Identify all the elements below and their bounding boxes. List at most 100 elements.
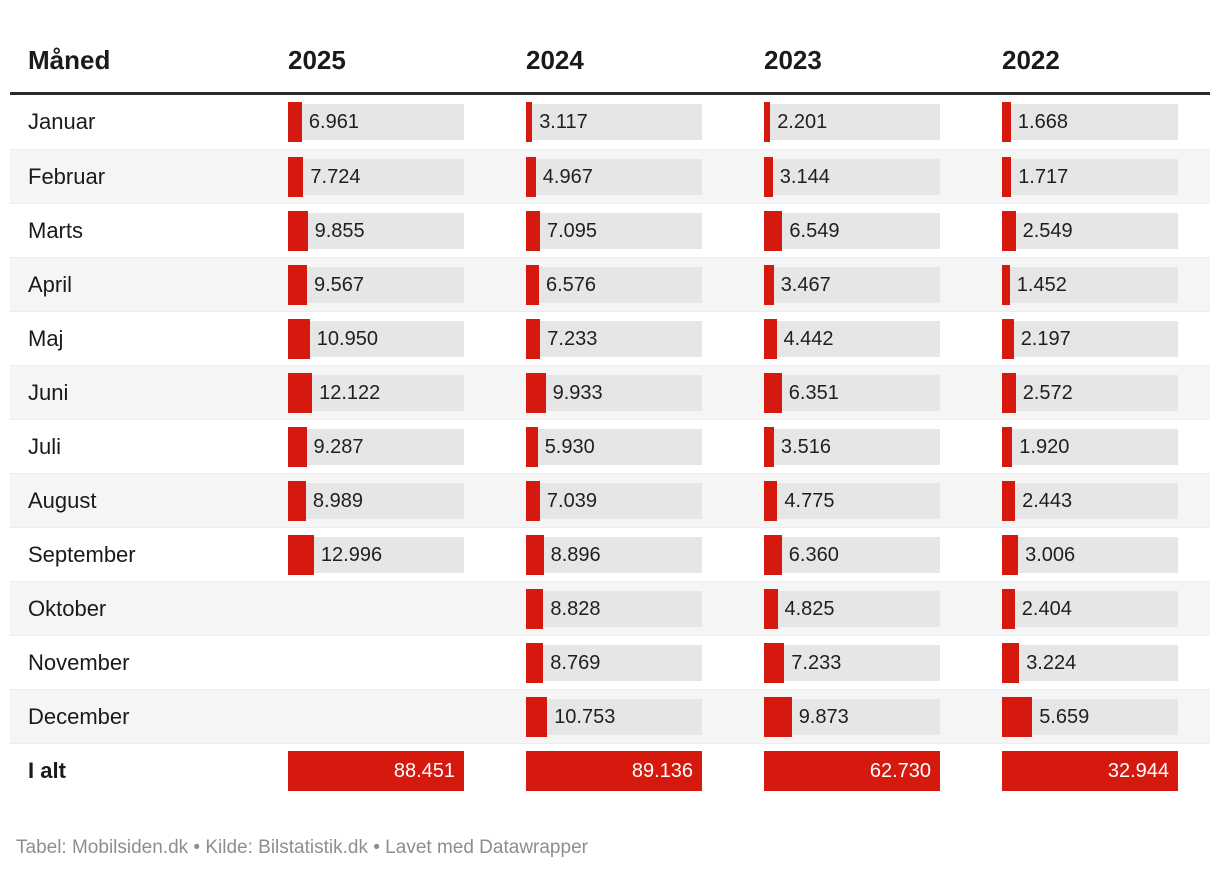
value-label: 2.197 xyxy=(1020,327,1071,350)
table-row: Maj 10.950 7.233 4.442 2.197 xyxy=(10,311,1210,365)
month-label: Marts xyxy=(28,218,83,243)
bar-cell: 2.549 xyxy=(1002,204,1210,258)
value-bar xyxy=(526,481,540,521)
value-bar xyxy=(288,481,306,521)
bar-track: 9.855 xyxy=(288,211,464,251)
bar-cell: 9.873 xyxy=(764,690,1002,744)
value-bar xyxy=(288,427,307,467)
value-bar xyxy=(288,211,308,251)
table-row: December 10.753 9.873 5.659 xyxy=(10,689,1210,743)
value-bar xyxy=(764,589,778,629)
bar-track: 10.753 xyxy=(526,697,702,737)
bar-cell: 9.933 xyxy=(526,366,764,420)
value-bar xyxy=(288,102,302,142)
value-label: 9.873 xyxy=(798,705,849,728)
bar-cell: 12.996 xyxy=(288,528,526,582)
bar-cell: 8.828 xyxy=(526,582,764,636)
bar-cell: 8.896 xyxy=(526,528,764,582)
registration-table: Måned 2025 2024 2023 2022 Januar 6.961 3… xyxy=(10,45,1210,858)
bar-track: 9.933 xyxy=(526,373,702,413)
value-label: 5.930 xyxy=(544,435,595,458)
bar-track: 10.950 xyxy=(288,319,464,359)
bar-cell: 3.516 xyxy=(764,420,1002,474)
bar-cell: 4.967 xyxy=(526,150,764,204)
bar-cell: 10.950 xyxy=(288,312,526,366)
value-label: 10.753 xyxy=(554,705,616,728)
bar-cell: 8.769 xyxy=(526,636,764,690)
bar-cell: 10.753 xyxy=(526,690,764,744)
value-label: 7.095 xyxy=(547,219,598,242)
value-bar xyxy=(764,481,778,521)
bar-track: 1.717 xyxy=(1002,157,1178,197)
bar-track: 2.404 xyxy=(1002,589,1178,629)
value-label: 9.933 xyxy=(552,381,603,404)
value-label: 3.516 xyxy=(780,435,831,458)
value-label: 9.567 xyxy=(314,273,365,296)
value-label: 3.006 xyxy=(1025,543,1076,566)
column-header-2023: 2023 xyxy=(764,45,822,75)
value-label: 7.039 xyxy=(546,489,597,512)
bar-track: 3.006 xyxy=(1002,535,1178,575)
value-bar xyxy=(764,697,792,737)
bar-cell: 9.287 xyxy=(288,420,526,474)
bar-track: 9.567 xyxy=(288,265,464,305)
bar-cell: 3.224 xyxy=(1002,636,1210,690)
total-bar-2023: 62.730 xyxy=(764,751,940,791)
value-bar xyxy=(1002,697,1033,737)
value-bar xyxy=(764,157,773,197)
bar-track: 6.360 xyxy=(764,535,940,575)
bar-track: 5.659 xyxy=(1002,697,1178,737)
bar-track: 2.197 xyxy=(1002,319,1178,359)
table-row: Januar 6.961 3.117 2.201 1.668 xyxy=(10,95,1210,149)
value-bar xyxy=(1002,427,1013,467)
value-bar xyxy=(1002,211,1016,251)
value-label: 3.467 xyxy=(780,273,831,296)
bar-cell: 6.576 xyxy=(526,258,764,312)
table-row: Juli 9.287 5.930 3.516 1.920 xyxy=(10,419,1210,473)
bar-track: 3.117 xyxy=(526,102,702,142)
bar-track: 8.769 xyxy=(526,643,702,683)
column-header-2022: 2022 xyxy=(1002,45,1060,75)
total-cell-2023: 62.730 xyxy=(764,744,1002,798)
total-cell-2022: 32.944 xyxy=(1002,744,1210,798)
value-label: 7.233 xyxy=(547,327,598,350)
value-label: 3.144 xyxy=(779,165,830,188)
value-bar xyxy=(1002,265,1010,305)
month-label: Juni xyxy=(28,380,69,405)
total-cell-2025: 88.451 xyxy=(288,744,526,798)
value-label: 7.724 xyxy=(310,165,361,188)
bar-cell: 3.117 xyxy=(526,95,764,149)
value-bar xyxy=(526,697,548,737)
bar-track: 7.233 xyxy=(526,319,702,359)
value-label: 2.404 xyxy=(1021,597,1072,620)
bar-cell: 2.201 xyxy=(764,95,1002,149)
bar-track: 5.930 xyxy=(526,427,702,467)
value-bar xyxy=(288,319,310,359)
month-label: Oktober xyxy=(28,596,107,621)
bar-cell: 5.659 xyxy=(1002,690,1210,744)
bar-track: 3.516 xyxy=(764,427,940,467)
value-label: 6.360 xyxy=(788,543,839,566)
bar-cell: 9.855 xyxy=(288,204,526,258)
bar-track: 4.442 xyxy=(764,319,940,359)
value-bar xyxy=(764,643,785,683)
value-bar xyxy=(288,535,314,575)
bar-cell: 1.668 xyxy=(1002,95,1210,149)
table-row: September 12.996 8.896 6.360 3.006 xyxy=(10,527,1210,581)
value-bar xyxy=(526,157,536,197)
bar-track: 7.233 xyxy=(764,643,940,683)
bar-track: 4.825 xyxy=(764,589,940,629)
bar-track: 6.576 xyxy=(526,265,702,305)
value-bar xyxy=(526,535,544,575)
value-bar xyxy=(764,102,771,142)
bar-track: 2.443 xyxy=(1002,481,1178,521)
bar-track: 7.724 xyxy=(288,157,464,197)
value-bar xyxy=(526,427,538,467)
bar-cell: 12.122 xyxy=(288,366,526,420)
bar-track: 2.201 xyxy=(764,102,940,142)
total-cell-2024: 89.136 xyxy=(526,744,764,798)
value-label: 8.769 xyxy=(550,651,601,674)
value-bar xyxy=(764,211,783,251)
bar-cell: 2.404 xyxy=(1002,582,1210,636)
bar-cell: 4.825 xyxy=(764,582,1002,636)
